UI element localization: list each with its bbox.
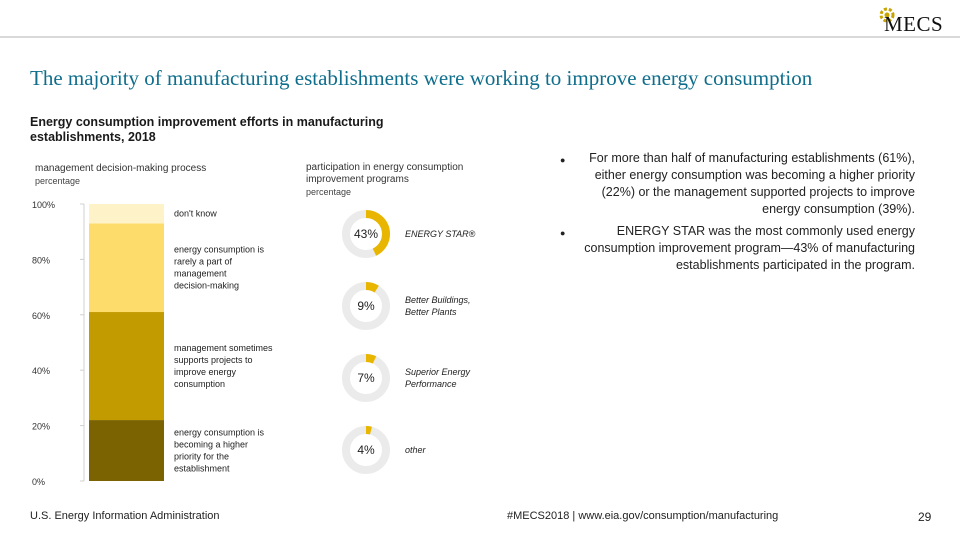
bar-segment — [89, 204, 164, 224]
bullet-text: ENERGY STAR was the most commonly used e… — [584, 224, 915, 272]
donut-slice — [342, 354, 390, 402]
donut-value-label: 43% — [354, 227, 378, 241]
bullet-item: ● ENERGY STAR was the most commonly used… — [560, 223, 915, 274]
y-tick-label: 80% — [32, 255, 50, 265]
donut-value-label: 9% — [357, 299, 375, 313]
footer-source: U.S. Energy Information Administration — [30, 510, 220, 522]
donut-slice — [342, 210, 390, 258]
header-divider — [0, 36, 960, 38]
chart-title: Energy consumption improvement efforts i… — [30, 115, 384, 144]
mecs-logo: MECS — [872, 2, 956, 36]
bar-chart-subtitle: management decision-making process — [35, 163, 207, 174]
bullet-icon: ● — [560, 228, 566, 238]
bar-segment — [89, 312, 164, 421]
y-tick-label: 60% — [32, 311, 50, 321]
y-tick-label: 20% — [32, 422, 50, 432]
y-tick-label: 0% — [32, 477, 45, 487]
donut-chart-header: participation in energy consumption impr… — [306, 162, 506, 198]
segment-label: energy consumption is rarely a part of man… — [174, 245, 265, 291]
segment-label: don't know — [174, 209, 217, 219]
donut-category-label: Superior Energy Performance — [405, 367, 471, 389]
segment-label: energy consumption is becoming a higher pr… — [174, 428, 265, 474]
donut-chart-unit: percentage — [306, 187, 352, 197]
donut-value-label: 7% — [357, 371, 375, 385]
page-title: The majority of manufacturing establishm… — [30, 66, 813, 90]
bar-segment — [89, 420, 164, 481]
donut-chart-group: 43% ENERGY STAR® 9% Better Buildings, Better… — [342, 210, 476, 474]
donut-category-label: ENERGY STAR® — [405, 229, 476, 239]
donut-slice — [342, 282, 390, 330]
donut-category-label: other — [405, 445, 427, 455]
y-tick-label: 100% — [32, 200, 55, 210]
donut-slice — [342, 426, 390, 474]
bar-segment — [89, 223, 164, 313]
logo-text: MECS — [884, 12, 944, 36]
bar-chart-header: management decision-making process perce… — [35, 163, 265, 187]
stacked-bar-chart: 0% 20% 40% 60% 80% 100% energy consumption is b… — [32, 200, 273, 487]
donut-chart-subtitle: participation in energy consumption impr… — [306, 162, 464, 185]
bullet-text: For more than half of manufacturing esta… — [589, 151, 915, 216]
key-findings: ● For more than half of manufacturing es… — [560, 150, 915, 279]
donut-value-label: 4% — [357, 443, 375, 457]
gear-icon — [879, 7, 895, 23]
footer-link[interactable]: #MECS2018 | www.eia.gov/consumption/manu… — [507, 510, 779, 522]
bullet-icon: ● — [560, 155, 566, 165]
bullet-item: ● For more than half of manufacturing es… — [560, 150, 915, 218]
y-tick-label: 40% — [32, 366, 50, 376]
page-number: 29 — [918, 510, 932, 524]
donut-category-label: Better Buildings, Better Plants — [405, 295, 471, 317]
segment-label: management sometimes supports projects to… — [174, 343, 273, 389]
bar-chart-unit: percentage — [35, 176, 81, 186]
